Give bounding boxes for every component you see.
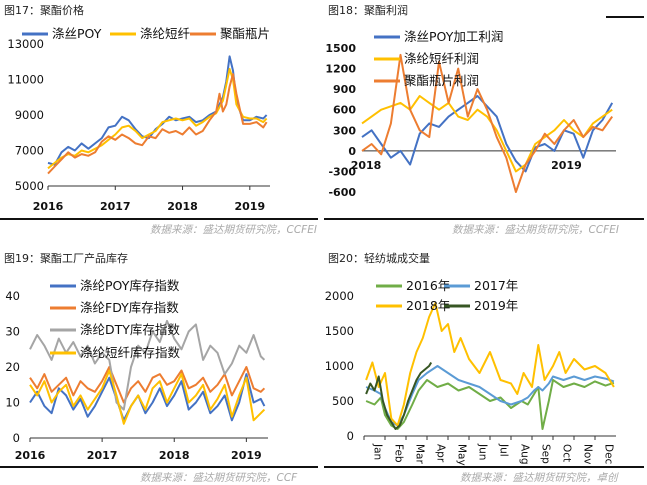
- series-line-3: [29, 369, 266, 425]
- legend-label: 涤纶POY库存指数: [80, 278, 180, 293]
- series-line-2: [29, 319, 266, 411]
- y-tick-label: 0: [13, 431, 20, 445]
- series-line-0: [47, 55, 268, 166]
- x-tick-label: 2019: [231, 449, 262, 462]
- panel-polyester-profit: 图18：聚酯利润 -600 -300 0 300 600 900 1200 1500 2018 2…: [324, 0, 647, 242]
- x-tick-label: 2017: [87, 449, 118, 462]
- x-tick-label: Nov: [582, 444, 594, 465]
- chart-title: 图17：聚酯价格: [4, 4, 84, 17]
- y-tick-label: 11000: [7, 73, 44, 87]
- y-tick-label: 40: [5, 289, 20, 303]
- bottom-rule: [0, 466, 318, 468]
- chart-title: 图19：聚酯工厂产品库存: [4, 252, 128, 265]
- y-tick-label: 20: [5, 360, 20, 374]
- y-tick-label: 5000: [15, 179, 44, 193]
- series-line-2: [361, 53, 614, 193]
- x-tick-label: Mar: [414, 444, 426, 464]
- chart-title: 图18：聚酯利润: [328, 4, 408, 17]
- y-tick-label: 9000: [15, 108, 44, 122]
- legend-label: 涤纶短纤库存指数: [80, 345, 181, 360]
- x-tick-label: 2017: [100, 200, 131, 213]
- chart-svg: 0 500 1000 1500 2000 Jan Feb Mar Apr May Jun Jul Aug…: [325, 278, 616, 466]
- top-rule: [606, 16, 644, 18]
- source-note: 数据来源：盛达期货研究院，CCFEI: [452, 224, 619, 236]
- chart-title: 图20：轻纺城成交量: [328, 252, 430, 265]
- series-line-0: [361, 95, 614, 173]
- series-line-1: [361, 95, 613, 173]
- legend-label: 2017年: [474, 278, 518, 293]
- chart-svg: 5000 7000 9000 11000 13000 2016 2017 2018 2019 涤丝…: [7, 26, 270, 213]
- x-tick-label: 2019: [551, 159, 582, 172]
- x-tick-label: May: [456, 444, 468, 466]
- panel-polyester-prices: 图17：聚酯价格 5000 7000 9000 11000 13000 2016 2017 2…: [0, 0, 323, 242]
- y-tick-label: -600: [328, 186, 356, 199]
- legend-label: 涤纶DTY库存指数: [80, 322, 180, 337]
- series-line-1: [47, 67, 268, 170]
- y-tick-label: 300: [333, 124, 356, 137]
- x-tick-label: 2018: [167, 200, 198, 213]
- y-tick-label: 600: [333, 104, 356, 117]
- chart-svg: 0 10 20 30 40 2016 2017 2018 2019 涤纶POY库存指数涤纶FDY库…: [5, 278, 268, 462]
- series-line-2: [365, 302, 615, 427]
- series-line-0: [29, 373, 266, 422]
- legend-label: 2016年: [406, 278, 450, 293]
- source-note: 数据来源：盛达期货研究院，CCFEI: [150, 224, 317, 236]
- legend-label: 聚酯瓶片: [220, 26, 270, 41]
- y-tick-label: 1500: [325, 42, 356, 55]
- x-tick-label: Sep: [540, 444, 552, 464]
- x-tick-label: Oct: [561, 444, 573, 462]
- y-tick-label: 13000: [7, 37, 44, 51]
- legend-label: 2018年: [406, 298, 450, 313]
- y-tick-label: 0: [348, 145, 356, 158]
- y-tick-label: 0: [347, 429, 354, 443]
- x-tick-label: 2019: [235, 200, 266, 213]
- x-tick-label: Apr: [435, 444, 447, 463]
- bottom-rule: [324, 218, 644, 220]
- series-line-3: [365, 361, 433, 430]
- x-tick-label: Dec: [603, 444, 615, 465]
- x-tick-label: Feb: [393, 444, 405, 463]
- chart-svg: -600 -300 0 300 600 900 1200 1500 2018 2019 涤丝POY加…: [325, 29, 616, 199]
- y-tick-label: 10: [5, 396, 20, 410]
- y-tick-label: -300: [328, 165, 356, 178]
- x-tick-label: Jan: [372, 443, 384, 460]
- y-tick-label: 500: [332, 394, 354, 408]
- x-tick-label: Aug: [519, 444, 531, 465]
- bottom-rule: [0, 218, 318, 220]
- source-note: 数据来源：盛达期货研究院，CCF: [140, 472, 298, 484]
- bottom-rule: [324, 466, 644, 468]
- legend-label: 2019年: [474, 298, 518, 313]
- x-tick-label: Jun: [477, 443, 489, 460]
- series-line-0: [365, 379, 615, 430]
- series-line-1: [29, 366, 266, 404]
- x-tick-label: 2016: [15, 449, 46, 462]
- x-tick-label: 2018: [159, 449, 190, 462]
- legend-label: 涤纶FDY库存指数: [80, 300, 179, 315]
- y-tick-label: 1000: [325, 359, 354, 373]
- y-tick-label: 1200: [325, 63, 356, 76]
- y-tick-label: 30: [5, 325, 20, 339]
- legend-label: 涤丝POY: [52, 26, 102, 41]
- legend-label: 涤纶短纤: [140, 26, 191, 41]
- y-tick-label: 7000: [15, 144, 44, 158]
- legend-label: 涤纶短纤利润: [404, 51, 479, 66]
- legend-label: 涤丝POY加工利润: [404, 29, 503, 44]
- x-tick-label: Jul: [498, 443, 510, 457]
- x-tick-label: 2018: [351, 159, 382, 172]
- y-tick-label: 1500: [325, 324, 354, 338]
- series-line-2: [47, 73, 268, 175]
- y-tick-label: 900: [333, 83, 356, 96]
- panel-factory-inventory: 图19：聚酯工厂产品库存 0 10 20 30 40 2016 2017 2018 2019 涤纶…: [0, 242, 323, 484]
- source-note: 数据来源：盛达期货研究院，卓创: [460, 472, 618, 484]
- legend-label: 聚酯瓶片利润: [404, 73, 479, 88]
- panel-textile-city-volume: 图20：轻纺城成交量 0 500 1000 1500 2000 Jan Feb Mar Apr M…: [324, 242, 647, 484]
- x-tick-label: 2016: [33, 200, 64, 213]
- y-tick-label: 2000: [325, 289, 354, 303]
